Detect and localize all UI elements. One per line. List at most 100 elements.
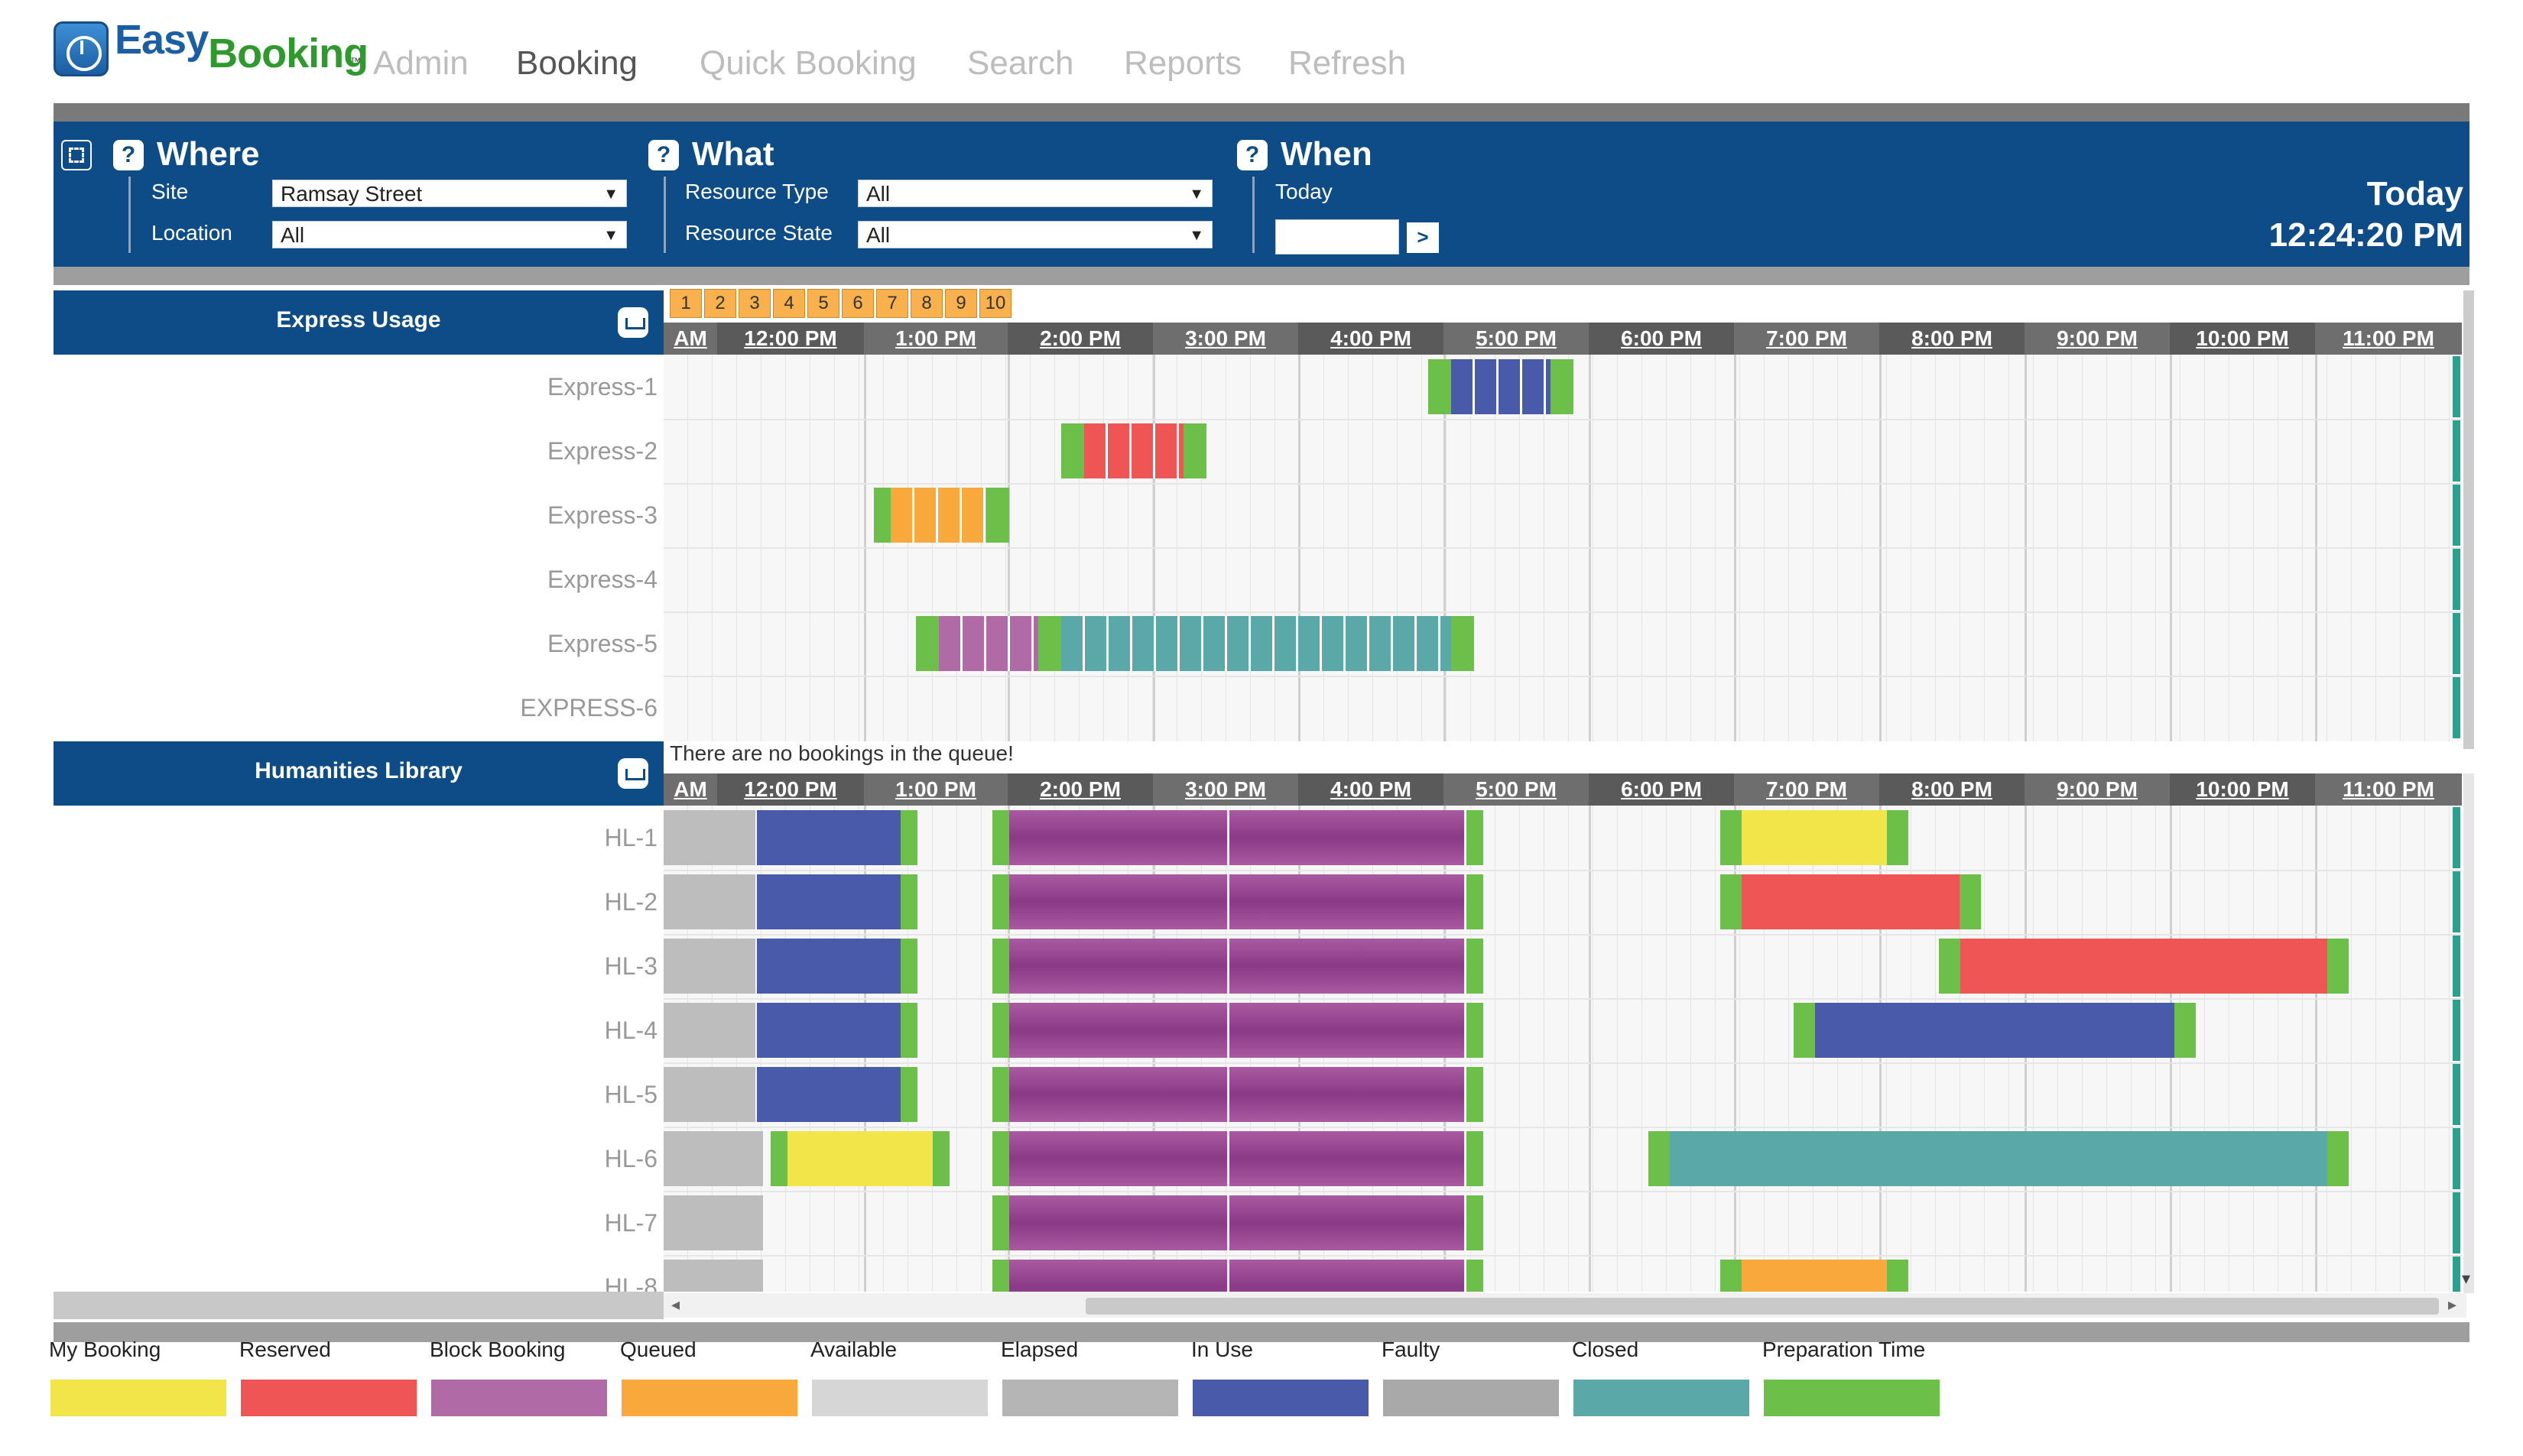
elapsed-block[interactable] — [664, 1131, 763, 1186]
expand-icon[interactable] — [61, 140, 92, 170]
resource-name[interactable]: HL-4 — [604, 1017, 658, 1044]
when-help-icon[interactable]: ? — [1237, 140, 1268, 170]
prep-time-block[interactable] — [901, 1067, 917, 1122]
resource-name[interactable]: Express-2 — [547, 437, 658, 465]
queue-number-tag[interactable]: 8 — [911, 289, 943, 318]
nav-quick-booking[interactable]: Quick Booking — [700, 44, 917, 82]
block-booking[interactable] — [1009, 1195, 1229, 1250]
my-booking[interactable] — [1742, 810, 1887, 865]
in-use-booking[interactable] — [757, 810, 901, 865]
block-booking[interactable] — [1009, 1003, 1229, 1058]
nav-booking[interactable]: Booking — [516, 44, 638, 82]
prep-time-block[interactable] — [901, 810, 917, 865]
queue-number-tag[interactable]: 6 — [842, 289, 874, 318]
resource-name[interactable]: HL-1 — [604, 824, 658, 851]
prep-time-block[interactable] — [1466, 810, 1483, 865]
prep-time-block[interactable] — [992, 1003, 1009, 1058]
block-booking[interactable] — [1229, 1067, 1466, 1122]
queue-number-tag[interactable]: 3 — [739, 289, 771, 318]
reserved-booking[interactable] — [1960, 939, 2327, 994]
vertical-scrollbar-express[interactable] — [2463, 290, 2474, 749]
queue-number-tag[interactable]: 5 — [807, 289, 839, 318]
closed-block[interactable] — [1670, 1131, 2327, 1186]
date-input[interactable] — [1275, 219, 1399, 255]
resource-name[interactable]: Express-3 — [547, 501, 658, 529]
resource-name[interactable]: Express-1 — [547, 373, 658, 400]
queued-booking[interactable] — [1742, 1260, 1887, 1292]
prep-time-block[interactable] — [1061, 423, 1084, 478]
prep-time-block[interactable] — [1550, 359, 1573, 414]
queue-number-tag[interactable]: 4 — [773, 289, 805, 318]
nav-refresh[interactable]: Refresh — [1288, 44, 1407, 82]
elapsed-block[interactable] — [664, 1195, 763, 1250]
prep-time-block[interactable] — [992, 1067, 1009, 1122]
prep-time-block[interactable] — [1466, 1195, 1483, 1250]
prep-time-block[interactable] — [1720, 1260, 1742, 1292]
elapsed-block[interactable] — [664, 810, 755, 865]
elapsed-block[interactable] — [664, 939, 755, 994]
prep-time-block[interactable] — [1466, 939, 1483, 994]
prep-time-block[interactable] — [992, 810, 1009, 865]
vertical-scrollbar-humanities[interactable] — [2463, 773, 2474, 1293]
site-select[interactable]: Ramsay Street ▼ — [272, 180, 627, 207]
in-use-booking[interactable] — [757, 939, 901, 994]
block-booking[interactable] — [1229, 1131, 1466, 1186]
prep-time-block[interactable] — [992, 939, 1009, 994]
in-use-booking[interactable] — [757, 874, 901, 929]
queue-number-tag[interactable]: 2 — [704, 289, 736, 318]
resource-name[interactable]: Express-4 — [547, 566, 658, 593]
prep-time-block[interactable] — [1466, 1003, 1483, 1058]
prep-time-block[interactable] — [1038, 616, 1061, 671]
prep-time-block[interactable] — [1451, 616, 1474, 671]
scroll-left-icon[interactable]: ◂ — [671, 1295, 680, 1314]
queue-number-tag[interactable]: 7 — [876, 289, 908, 318]
resource-name[interactable]: Express-5 — [547, 630, 658, 657]
elapsed-block[interactable] — [664, 874, 755, 929]
prep-time-block[interactable] — [874, 488, 891, 543]
resource-name[interactable]: HL-2 — [604, 888, 658, 916]
prep-time-block[interactable] — [771, 1131, 787, 1186]
prep-time-block[interactable] — [2327, 939, 2349, 994]
in-use-booking[interactable] — [1451, 359, 1550, 414]
queue-number-tag[interactable]: 9 — [945, 289, 977, 318]
resource-type-select[interactable]: All ▼ — [858, 180, 1213, 207]
resource-name[interactable]: HL-6 — [604, 1145, 658, 1172]
in-use-booking[interactable] — [757, 1003, 901, 1058]
prep-time-block[interactable] — [1887, 810, 1908, 865]
where-help-icon[interactable]: ? — [113, 140, 144, 170]
in-use-booking[interactable] — [1815, 1003, 2174, 1058]
scroll-down-icon[interactable]: ▾ — [2462, 1269, 2471, 1288]
queued-booking[interactable] — [891, 488, 986, 543]
prep-time-block[interactable] — [901, 939, 917, 994]
closed-block[interactable] — [1061, 616, 1451, 671]
what-help-icon[interactable]: ? — [648, 140, 679, 170]
queue-number-tag[interactable]: 1 — [670, 289, 702, 318]
prep-time-block[interactable] — [1428, 359, 1451, 414]
queue-number-tag[interactable]: 10 — [979, 289, 1011, 318]
reserved-booking[interactable] — [1742, 874, 1960, 929]
prep-time-block[interactable] — [992, 1131, 1009, 1186]
resource-state-select[interactable]: All ▼ — [858, 221, 1213, 248]
left-panel-scrollbar[interactable] — [54, 1292, 664, 1319]
location-select[interactable]: All ▼ — [272, 221, 627, 248]
block-booking[interactable] — [1009, 874, 1229, 929]
block-booking[interactable] — [1009, 1131, 1229, 1186]
block-booking[interactable] — [1009, 810, 1229, 865]
reserved-booking[interactable] — [1084, 423, 1184, 478]
block-booking[interactable] — [1009, 1067, 1229, 1122]
resource-name[interactable]: HL-7 — [604, 1209, 658, 1237]
prep-time-block[interactable] — [1794, 1003, 1815, 1058]
prep-time-block[interactable] — [1466, 1260, 1483, 1292]
scroll-right-icon[interactable]: ▸ — [2448, 1295, 2457, 1314]
app-logo[interactable]: EasyBooking ™ — [54, 17, 369, 86]
resource-name[interactable]: HL-5 — [604, 1081, 658, 1108]
nav-search[interactable]: Search — [967, 44, 1074, 82]
in-use-booking[interactable] — [757, 1067, 901, 1122]
prep-time-block[interactable] — [1887, 1260, 1908, 1292]
prep-time-block[interactable] — [933, 1131, 950, 1186]
block-booking[interactable] — [1229, 939, 1466, 994]
prep-time-block[interactable] — [2174, 1003, 2196, 1058]
prep-time-block[interactable] — [2327, 1131, 2349, 1186]
block-booking[interactable] — [1009, 1260, 1229, 1292]
prep-time-block[interactable] — [1648, 1131, 1670, 1186]
